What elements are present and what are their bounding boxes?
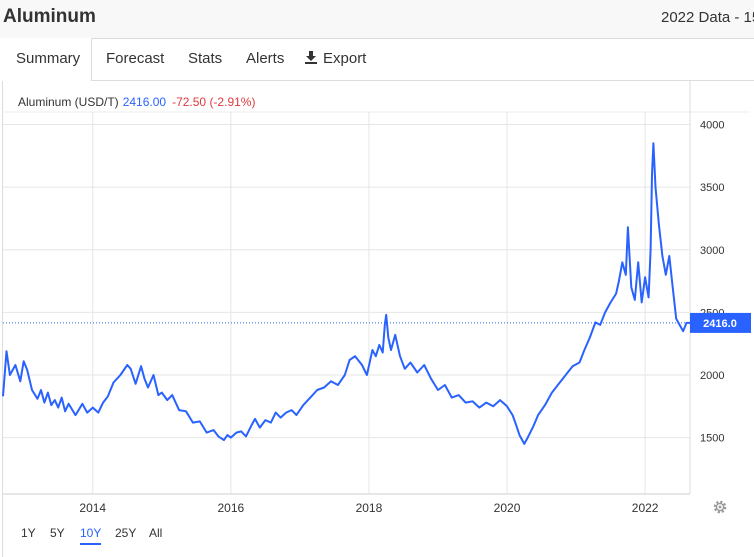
series-line xyxy=(2,142,690,445)
range-10y-button[interactable]: 10Y xyxy=(80,526,102,545)
tab-stats-label: Stats xyxy=(188,50,223,67)
data-year-label: 2022 Data - 15 xyxy=(661,9,754,26)
quote-line: Aluminum (USD/T) 2416.00 -72.50 (-2.91%) xyxy=(18,95,255,109)
chart-panel xyxy=(2,38,754,557)
instrument-name: Aluminum (USD/T) xyxy=(18,95,119,109)
export-button[interactable]: Export xyxy=(304,38,366,80)
gear-icon[interactable] xyxy=(712,499,728,515)
x-tick-label: 2020 xyxy=(494,501,521,515)
range-25y-button[interactable]: 25Y xyxy=(115,526,137,540)
y-tick-label: 4000 xyxy=(700,120,724,132)
header-bar: Aluminum 2022 Data - 15 xyxy=(0,0,754,38)
download-icon xyxy=(305,51,317,64)
tab-alerts[interactable]: Alerts xyxy=(246,38,284,80)
export-label: Export xyxy=(323,50,367,67)
tab-bar: Summary Forecast Stats Alerts Export xyxy=(2,38,754,81)
y-tick-label: 3000 xyxy=(700,245,724,257)
x-tick-label: 2022 xyxy=(632,501,659,515)
tab-summary[interactable]: Summary xyxy=(2,38,93,81)
tab-alerts-label: Alerts xyxy=(246,50,285,67)
tab-forecast-label: Forecast xyxy=(106,50,165,67)
last-price: 2416.00 xyxy=(122,95,167,109)
tab-stats[interactable]: Stats xyxy=(188,38,222,80)
page-title: Aluminum xyxy=(3,6,96,27)
range-1y-button[interactable]: 1Y xyxy=(21,526,36,540)
tab-summary-label: Summary xyxy=(16,50,81,67)
x-tick-label: 2018 xyxy=(356,501,383,515)
last-value-badge xyxy=(690,312,751,333)
x-tick-label: 2014 xyxy=(79,501,106,515)
y-tick-label: 1500 xyxy=(700,433,724,445)
range-5y-button[interactable]: 5Y xyxy=(50,526,65,540)
y-tick-label: 3500 xyxy=(700,182,724,194)
y-tick-label: 2000 xyxy=(700,370,724,382)
tab-forecast[interactable]: Forecast xyxy=(106,38,164,80)
price-change: -72.50 (-2.91%) xyxy=(172,95,256,109)
range-all-button[interactable]: All xyxy=(149,526,163,540)
last-value-label: 2416.0 xyxy=(703,318,737,330)
x-tick-label: 2016 xyxy=(217,501,244,515)
